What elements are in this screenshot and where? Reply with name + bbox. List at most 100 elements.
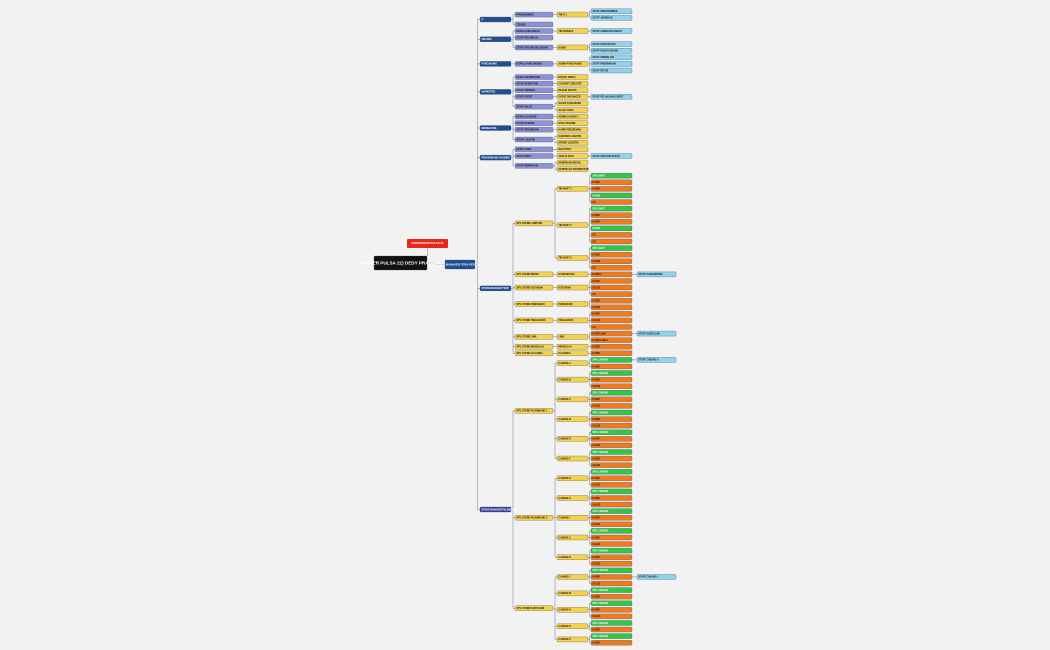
node-box: [556, 44, 589, 51]
node-label: CABANG O: [559, 625, 572, 628]
node-label: TIM SHIFT 2: [559, 225, 573, 227]
node-box: [556, 222, 589, 228]
node-label: KASIR: [593, 214, 600, 217]
node-label: STAFF PROMOSI: [517, 89, 536, 92]
node-label: STAFF KEUANGAN CABANG: [517, 46, 549, 49]
node-box: [556, 186, 589, 192]
node-box: [556, 284, 589, 291]
node-label: SALES: [593, 260, 601, 263]
node-box: [514, 44, 554, 51]
node-label: KASIR METRO: [559, 273, 575, 276]
node-label: SPV. SHIFT: [593, 208, 606, 210]
node-label: KASIR: [593, 398, 600, 401]
connector: [427, 11, 637, 643]
node-box: [556, 350, 589, 356]
node-label: EVENT ORGANIZER: [559, 96, 581, 99]
node-box: [556, 11, 589, 18]
node-label: SPV. CABANG: [593, 549, 609, 552]
node-label: TIM SHIFT 1: [559, 189, 573, 191]
node-box: [556, 416, 589, 422]
node-box: [590, 501, 633, 508]
node-label: TANGGAMUS: [559, 319, 574, 322]
node-label: CABANG I: [559, 517, 571, 520]
node-box: [514, 74, 554, 80]
node-label: KASIR: [593, 497, 600, 500]
node-box: [590, 554, 633, 560]
node-box: [590, 423, 633, 429]
node-box: [590, 613, 633, 620]
node-label: STAFF SALES: [517, 105, 533, 108]
node-label: STAFF ADMIN KEUANGAN: [593, 30, 623, 33]
node-box: [373, 255, 428, 271]
node-box: [636, 574, 677, 580]
node-box: [590, 376, 633, 383]
node-box: [556, 61, 589, 67]
node-label: KASIR: [593, 609, 600, 612]
node-label: STAFF JARINGAN: [593, 17, 613, 20]
node-box: [556, 146, 589, 153]
node-label: CHECKER LOGISTIK: [559, 136, 582, 138]
node-label: STAFF EVENT: [517, 96, 533, 99]
node-label: SPV. CABANG: [593, 530, 609, 533]
node-box: [479, 285, 512, 292]
node-box: [514, 21, 554, 28]
node-box: [590, 495, 633, 501]
node-box: [590, 271, 633, 278]
node-box: [590, 251, 633, 258]
node-label: SPV. SHIFT: [593, 176, 606, 178]
node-label: STAFF RISET: [517, 155, 532, 158]
node-label: CABANG C: [559, 398, 572, 401]
node-label: ADMIN PURCHASING: [559, 63, 583, 66]
node-box: [636, 330, 677, 337]
node-label: FINANCE: [482, 38, 493, 41]
node-box: [556, 495, 589, 501]
node-label: DIGITAL MEDIA: [559, 76, 576, 79]
node-box: [590, 41, 633, 47]
node-box: [590, 205, 633, 212]
node-label: KASIR: [593, 536, 600, 539]
node-box: [556, 127, 589, 133]
node-box: [479, 36, 512, 42]
node-label: SALES: [593, 523, 601, 526]
node-box: [590, 534, 633, 541]
node-box: [590, 225, 633, 231]
node-box: [556, 113, 589, 120]
node-box: [590, 48, 633, 54]
node-label: SALES TOKO: [559, 109, 574, 112]
node-box: [556, 317, 589, 324]
node-box: [590, 449, 633, 455]
node-box: [479, 125, 512, 131]
node-label: SPV. CABANG: [593, 451, 609, 454]
node-label: CABANG D: [559, 418, 572, 421]
node-box: [590, 344, 633, 350]
node-label: SPV. CABANG: [593, 510, 609, 513]
node-label: CABANG M: [559, 592, 572, 595]
node-label: SALES: [593, 194, 601, 197]
node-box: [556, 120, 589, 126]
node-label: SALES: [593, 444, 601, 447]
node-label: STAFF PENERIMAAN: [593, 63, 617, 66]
node-box: [590, 291, 633, 297]
node-box: [556, 74, 589, 80]
node-box: [590, 580, 633, 587]
node-label: KASIR: [593, 352, 600, 355]
node-box: [590, 278, 633, 284]
node-label: KASIR: [593, 280, 600, 283]
node-label: SALES: [593, 227, 601, 230]
node-label: KASIR 1: [593, 273, 603, 276]
node-label: DESAIN GRAFIS: [559, 89, 577, 92]
node-label: SPV. STORE PRINGSEWU: [517, 304, 546, 306]
node-label: SPV. STORE BANYUASIN: [517, 607, 545, 610]
node-box: [590, 515, 633, 521]
node-box: [590, 482, 633, 488]
node-label: SALES: [593, 543, 601, 546]
node-label: KALIANDA: [559, 352, 571, 355]
node-label: SPV. CABANG: [593, 569, 609, 572]
node-box: [636, 357, 677, 363]
node-box: [636, 271, 677, 278]
node-label: PROGRAMMER: [517, 13, 534, 16]
node-label: KEPALA PURCHASING: [517, 63, 542, 66]
node-label: TIM FINANCE: [559, 30, 574, 33]
node-label: CONTENT CREATOR: [559, 82, 582, 85]
